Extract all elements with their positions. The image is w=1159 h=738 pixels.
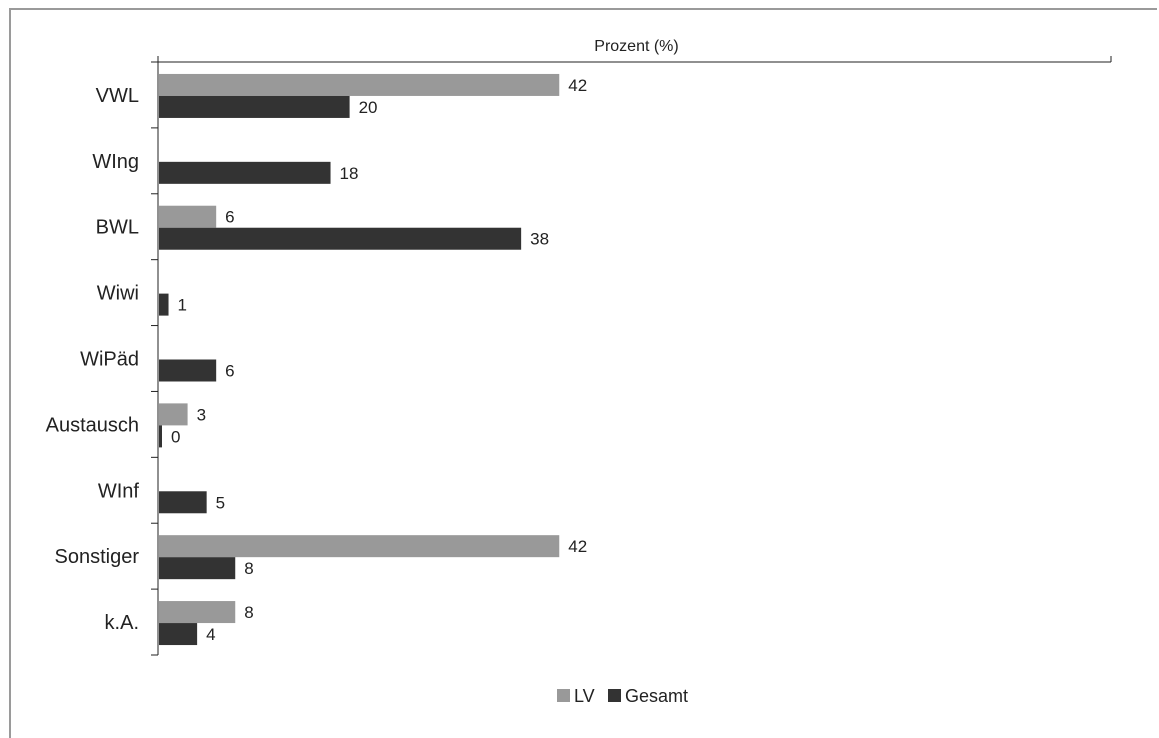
category-label-wing: WIng: [92, 151, 139, 173]
data-label-gesamt-wipad: 6: [225, 362, 234, 381]
bar-lv-austausch: [159, 403, 188, 426]
data-label-gesamt-bwl: 38: [530, 230, 549, 249]
data-label-lv-k-a: 8: [244, 603, 253, 622]
bar-gesamt-wing: [159, 161, 331, 184]
data-label-gesamt-winf: 5: [216, 493, 225, 512]
bar-lv-sonstiger: [159, 535, 560, 558]
bar-lv-k-a: [159, 601, 236, 624]
bar-gesamt-austausch: [159, 425, 162, 448]
x-axis-title: Prozent (%): [594, 38, 678, 55]
data-label-gesamt-k-a: 4: [206, 625, 215, 644]
category-label-austausch: Austausch: [46, 414, 139, 436]
bar-gesamt-wipad: [159, 359, 217, 382]
axes: Prozent (%): [157, 38, 1112, 655]
value-labels: 42 6 3 42 8 20 18 38 1 6 0 5 8 4: [171, 76, 587, 644]
chart-frame: [9, 8, 1157, 738]
data-label-gesamt-wiwi: 1: [178, 296, 187, 315]
legend-swatch-gesamt: [608, 689, 621, 702]
legend-label-gesamt: Gesamt: [625, 686, 688, 706]
legend-label-lv: LV: [574, 686, 595, 706]
legend-swatch-lv: [557, 689, 570, 702]
category-label-sonstiger: Sonstiger: [55, 546, 140, 568]
bar-lv-bwl: [159, 205, 217, 228]
category-label-wiwi: Wiwi: [97, 283, 139, 305]
category-label-bwl: BWL: [96, 217, 139, 239]
category-label-vwl: VWL: [96, 85, 139, 107]
data-label-gesamt-austausch: 0: [171, 427, 180, 446]
legend: LV Gesamt: [557, 686, 688, 706]
data-label-lv-vwl: 42: [568, 76, 587, 95]
y-ticks: [151, 61, 158, 656]
bars: [159, 73, 560, 646]
bar-gesamt-k-a: [159, 623, 198, 646]
data-label-gesamt-sonstiger: 8: [244, 559, 253, 578]
data-label-lv-bwl: 6: [225, 208, 234, 227]
bar-gesamt-vwl: [159, 95, 350, 118]
data-label-gesamt-vwl: 20: [359, 98, 378, 117]
bar-gesamt-sonstiger: [159, 557, 236, 580]
data-label-gesamt-wing: 18: [340, 164, 359, 183]
bar-lv-vwl: [159, 73, 560, 96]
category-labels: VWL WIng BWL Wiwi WiPäd Austausch WInf Sonstige…: [46, 85, 140, 634]
bar-gesamt-winf: [159, 491, 207, 514]
bar-gesamt-bwl: [159, 227, 522, 250]
data-label-lv-sonstiger: 42: [568, 537, 587, 556]
data-label-lv-austausch: 3: [197, 405, 206, 424]
category-label-wipad: WiPäd: [80, 349, 139, 371]
category-label-winf: WInf: [98, 480, 140, 502]
category-label-k-a: k.A.: [105, 612, 139, 634]
bar-gesamt-wiwi: [159, 293, 169, 316]
